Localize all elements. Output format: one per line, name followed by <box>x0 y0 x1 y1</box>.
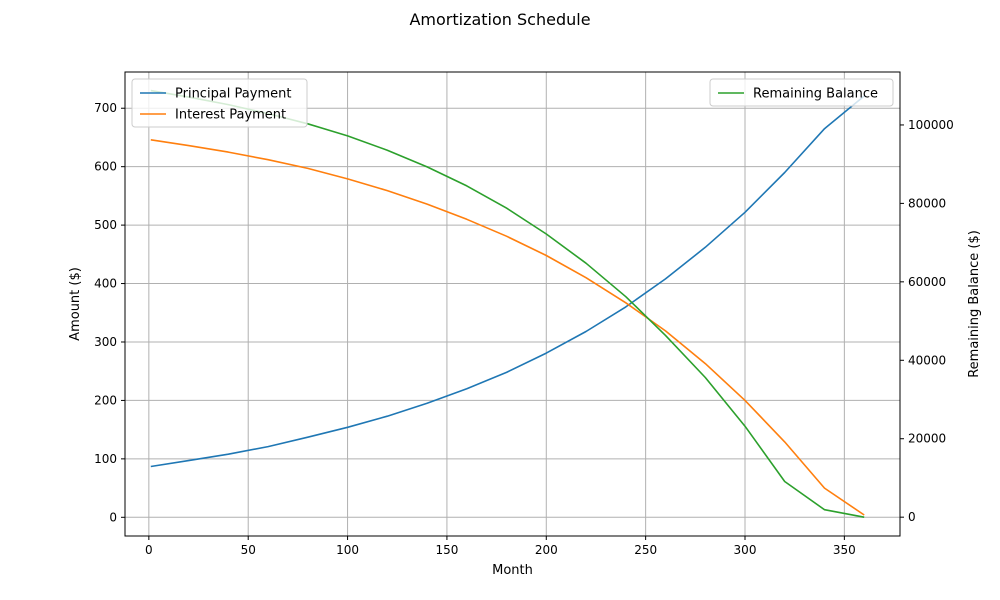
y2-tick-label: 0 <box>908 510 916 524</box>
y2-tick-label: 40000 <box>908 353 946 367</box>
legend-label: Interest Payment <box>175 108 286 123</box>
x-tick-label: 150 <box>435 543 458 557</box>
x-tick-label: 0 <box>145 543 153 557</box>
chart-title: Amortization Schedule <box>409 10 591 29</box>
x-tick-label: 350 <box>833 543 856 557</box>
series-line-remaining-balance <box>150 89 865 518</box>
y-tick-label: 0 <box>109 510 117 524</box>
y2-tick-label: 60000 <box>908 275 946 289</box>
y-tick-label: 300 <box>94 335 117 349</box>
x-tick-label: 200 <box>535 543 558 557</box>
y-tick-label: 200 <box>94 393 117 407</box>
grid <box>125 72 900 536</box>
axes: 0 50 100 150 200 250 300 350 0 100 200 300 400 500 600… <box>94 101 954 557</box>
plot-frame <box>124 71 901 537</box>
x-tick-label: 50 <box>241 543 256 557</box>
x-tick-label: 100 <box>336 543 359 557</box>
y-tick-label: 400 <box>94 277 117 291</box>
series-lines <box>150 89 865 518</box>
x-tick-label: 300 <box>734 543 757 557</box>
x-axis-label: Month <box>492 563 533 578</box>
y-axis-label: Amount ($) <box>68 267 83 341</box>
y2-tick-label: 20000 <box>908 432 946 446</box>
y-tick-label: 500 <box>94 218 117 232</box>
series-line-principal-payment <box>150 95 865 468</box>
legend-box <box>709 78 894 107</box>
y2-tick-label: 100000 <box>908 118 954 132</box>
legend-label: Principal Payment <box>175 87 291 102</box>
legend-box <box>131 78 308 128</box>
y-tick-label: 100 <box>94 452 117 466</box>
y2-axis-label: Remaining Balance ($) <box>967 230 982 378</box>
y-tick-label: 700 <box>94 101 117 115</box>
legend-label: Remaining Balance <box>753 87 878 102</box>
y-tick-label: 600 <box>94 160 117 174</box>
legends: Principal Payment Interest Payment Remaini… <box>131 78 894 128</box>
series-line-interest-payment <box>150 139 865 516</box>
x-tick-label: 250 <box>634 543 657 557</box>
y2-tick-label: 80000 <box>908 196 946 210</box>
